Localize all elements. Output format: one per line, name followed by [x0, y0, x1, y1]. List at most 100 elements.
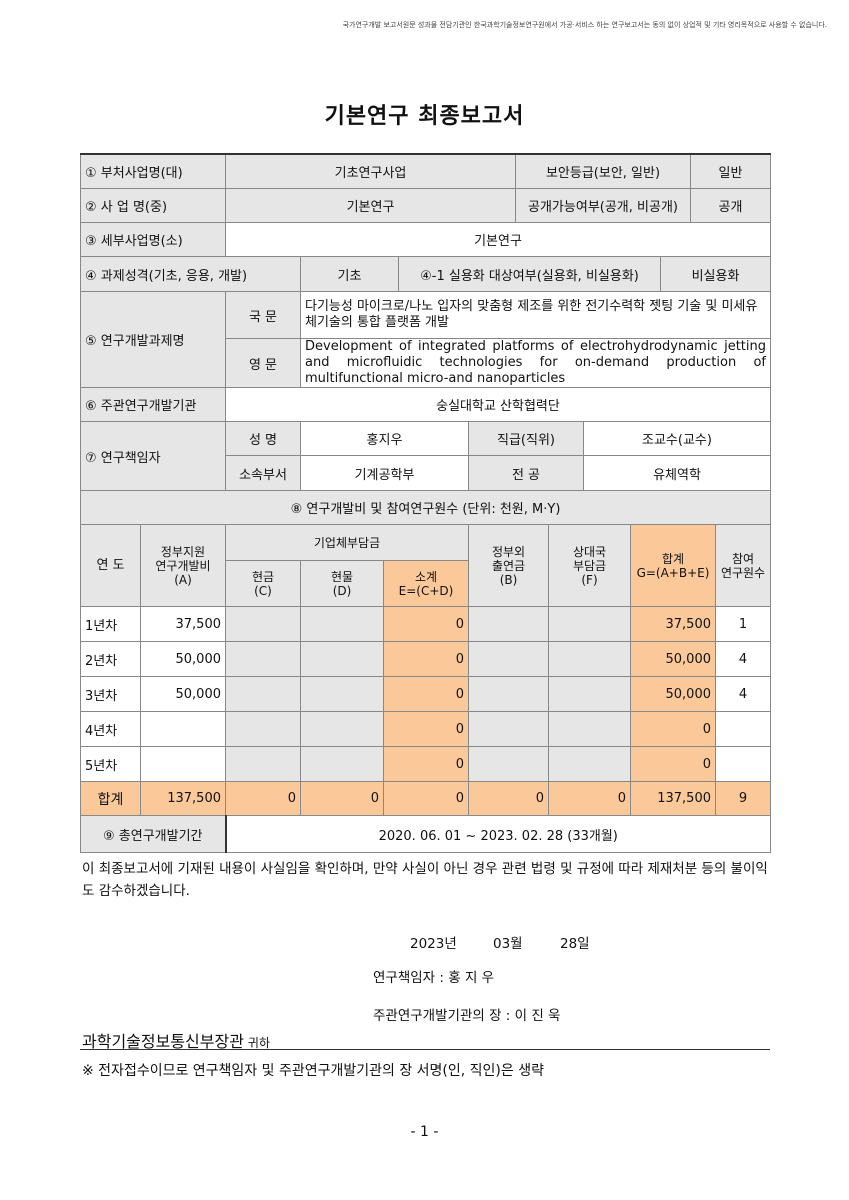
- cell-cash: [225, 641, 301, 677]
- cell-people: [714, 711, 772, 747]
- value: 기초: [300, 256, 399, 292]
- info-table-top: ① 부처사업명(대) 기초연구사업 보안등급(보안, 일반) 일반 ② 사 업 …: [80, 153, 771, 258]
- col-header: 기업체부담금: [225, 524, 469, 561]
- cell-sub: 0: [383, 711, 469, 747]
- addressee: 과학기술정보통신부장관 귀하: [82, 1028, 270, 1052]
- cell-year: 1년차: [80, 606, 141, 642]
- label: ④ 과제성격(기초, 응용, 개발): [80, 256, 301, 292]
- page-title: 기본연구 최종보고서: [324, 104, 525, 129]
- cell-gov: 137,500: [140, 781, 226, 816]
- label: 소속부서: [225, 455, 301, 491]
- cell-people: [714, 746, 772, 782]
- info-table-pi: ⑦ 연구책임자 성 명 홍지우 직급(직위) 조교수(교수) 소속부서 기계공학…: [80, 421, 771, 491]
- value: 기본연구: [225, 187, 516, 223]
- cell-year: 합계: [80, 781, 141, 816]
- cell-year: 3년차: [80, 676, 141, 712]
- confirmation-statement: 이 최종보고서에 기재된 내용이 사실임을 확인하며, 만약 사실이 아닌 경우…: [82, 861, 768, 899]
- signature-note: ※ 전자접수이므로 연구책임자 및 주관연구개발기관의 장 서명(인, 직인)은…: [82, 1063, 544, 1079]
- date-year: 2023년: [410, 936, 457, 952]
- value: 기본연구: [225, 221, 771, 258]
- cell-gov: [140, 711, 226, 747]
- label: ④-1 실용화 대상여부(실용화, 비실용화): [398, 256, 661, 292]
- cell-people: 4: [714, 676, 772, 712]
- copyright-notice: 국가연구개발 보고서원문 성과물 전담기관인 한국과학기술정보연구원에서 가공·…: [342, 21, 827, 29]
- institution-head-line: 주관연구개발기관의 장 : 이 진 욱: [373, 1008, 561, 1024]
- cell-year: 2년차: [80, 641, 141, 677]
- col-header: 정부지원 연구개발비 (A): [140, 524, 226, 607]
- cell-people: 9: [714, 781, 772, 816]
- label: 전 공: [468, 455, 584, 491]
- cell-kind: [300, 676, 384, 712]
- cell-gov: [140, 746, 226, 782]
- cell-total: 50,000: [630, 641, 716, 677]
- budget-row: 4년차 0 0: [80, 711, 772, 747]
- row-subprogram: ③ 세부사업명(소) 기본연구: [80, 221, 771, 258]
- row-program: ② 사 업 명(중) 기본연구 공개가능여부(공개, 비공개) 공개: [80, 187, 771, 223]
- cell-nongov: [468, 606, 549, 642]
- label: ⑤ 연구개발과제명: [80, 291, 226, 388]
- date-day: 28일: [560, 936, 590, 952]
- value: 조교수(교수): [583, 421, 771, 456]
- cell-total: 0: [630, 746, 716, 782]
- pi-signature-line: 연구책임자 : 홍 지 우: [373, 970, 495, 986]
- cell-cash: [225, 746, 301, 782]
- label: ② 사 업 명(중): [80, 187, 226, 223]
- page-number: - 1 -: [410, 1124, 439, 1140]
- value: 숭실대학교 산학협력단: [225, 387, 771, 422]
- col-header: 소계 E=(C+D): [383, 560, 469, 607]
- cell-people: 4: [714, 641, 772, 677]
- label: ③ 세부사업명(소): [80, 221, 226, 258]
- cell-cash: [225, 711, 301, 747]
- cell-kind: [300, 606, 384, 642]
- label: 성 명: [225, 421, 301, 456]
- value: 유체역학: [583, 455, 771, 491]
- info-table-nature: ④ 과제성격(기초, 응용, 개발) 기초 ④-1 실용화 대상여부(실용화, …: [80, 256, 771, 292]
- cell-kind: [300, 711, 384, 747]
- budget-row: 2년차 50,000 0 50,000 4: [80, 641, 772, 677]
- cell-kind: [300, 746, 384, 782]
- label: ① 부처사업명(대): [80, 153, 226, 189]
- period-table: ⑨ 총연구개발기간 2020. 06. 01 ~ 2023. 02. 28 (3…: [80, 815, 771, 853]
- value: 기초연구사업: [225, 153, 516, 189]
- cell-year: 5년차: [80, 746, 141, 782]
- budget-row: 5년차 0 0: [80, 746, 772, 782]
- label: 직급(직위): [468, 421, 584, 456]
- divider: [80, 1049, 770, 1050]
- addressee-suffix: 귀하: [247, 1036, 271, 1050]
- budget-title: ⑧ 연구개발비 및 참여연구원수 (단위: 천원, M·Y): [79, 490, 772, 525]
- date-month: 03월: [493, 936, 523, 952]
- cell-sub: 0: [383, 641, 469, 677]
- cell-sub: 0: [383, 606, 469, 642]
- label: ⑨ 총연구개발기간: [80, 815, 226, 853]
- col-header: 합계 G=(A+B+E): [630, 524, 716, 607]
- label: 영 문: [225, 338, 301, 388]
- col-header: 정부외 출연금 (B): [468, 524, 549, 607]
- cell-nongov: 0: [468, 781, 549, 816]
- col-header: 참여 연구원수: [714, 524, 772, 607]
- cell-partner: [548, 711, 631, 747]
- budget-row: 1년차 37,500 0 37,500 1: [80, 606, 772, 642]
- col-header: 상대국 부담금 (F): [548, 524, 631, 607]
- cell-total: 0: [630, 711, 716, 747]
- cell-nongov: [468, 711, 549, 747]
- cell-total: 50,000: [630, 676, 716, 712]
- label: 공개가능여부(공개, 비공개): [515, 187, 691, 223]
- cell-nongov: [468, 676, 549, 712]
- project-title-english: Development of integrated platforms of e…: [300, 338, 771, 388]
- cell-total: 137,500: [630, 781, 716, 816]
- cell-total: 37,500: [630, 606, 716, 642]
- cell-cash: [225, 676, 301, 712]
- cell-gov: 50,000: [140, 676, 226, 712]
- info-table-project: ⑤ 연구개발과제명 국 문 다기능성 마이크로/나노 입자의 맞춤형 제조를 위…: [80, 291, 771, 422]
- col-header: 현물 (D): [300, 560, 384, 607]
- cell-sub: 0: [383, 676, 469, 712]
- col-header: 현금 (C): [225, 560, 301, 607]
- label: ⑥ 주관연구개발기관: [80, 387, 226, 422]
- cell-people: 1: [714, 606, 772, 642]
- value: 기계공학부: [300, 455, 469, 491]
- cell-gov: 50,000: [140, 641, 226, 677]
- col-header: 연 도: [80, 524, 141, 607]
- cell-sub: 0: [383, 781, 469, 816]
- budget-row: 3년차 50,000 0 50,000 4: [80, 676, 772, 712]
- cell-nongov: [468, 641, 549, 677]
